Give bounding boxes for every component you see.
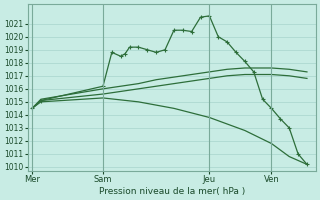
X-axis label: Pression niveau de la mer( hPa ): Pression niveau de la mer( hPa ): [99, 187, 245, 196]
